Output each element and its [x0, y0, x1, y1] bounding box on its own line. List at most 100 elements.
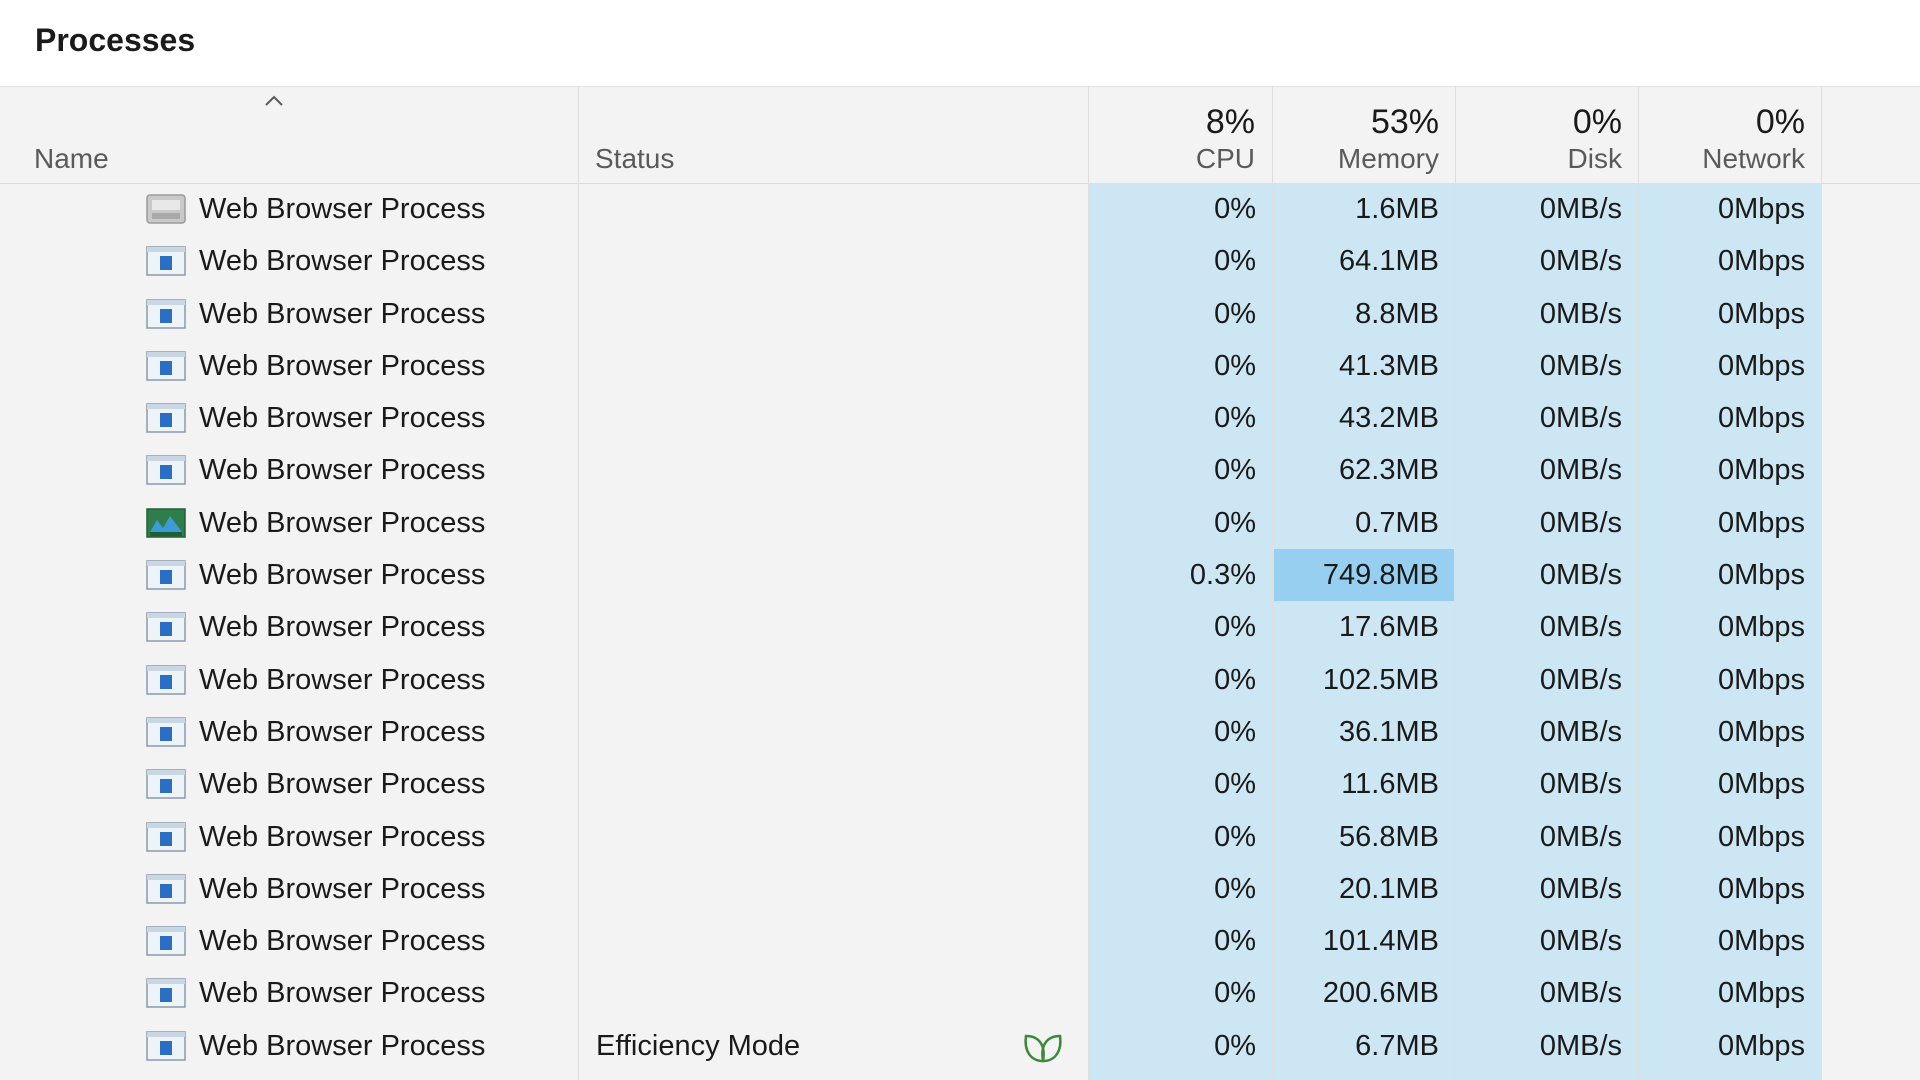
process-name-cell[interactable]: Web Browser Process	[0, 340, 578, 392]
process-network: 0Mbps	[1717, 559, 1805, 592]
process-row[interactable]: Web Browser Process 0% 101.4MB 0MB/s 0Mbps	[0, 915, 1920, 967]
window-process-icon	[146, 821, 186, 852]
process-row[interactable]: Web Browser Process 0% 102.5MB 0MB/s 0Mbps	[0, 654, 1920, 706]
leaf-icon	[1020, 1028, 1066, 1064]
process-name-cell[interactable]: Web Browser Process	[0, 811, 578, 863]
column-header-name[interactable]: Name	[0, 87, 578, 183]
process-name: Web Browser Process	[199, 977, 486, 1010]
window-process-icon	[146, 612, 186, 643]
disk-total-value: 0%	[1572, 103, 1622, 141]
process-list: Web Browser Process 0% 1.6MB 0MB/s 0Mbps Web …	[0, 183, 1920, 1072]
process-name: Web Browser Process	[199, 402, 486, 435]
window-process-icon	[146, 717, 186, 747]
process-row[interactable]: Web Browser Process 0% 17.6MB 0MB/s 0Mbps	[0, 601, 1920, 653]
process-network: 0Mbps	[1717, 506, 1805, 539]
cpu-total-value: 8%	[1205, 103, 1255, 141]
process-name-cell[interactable]: Web Browser Process	[0, 706, 578, 758]
process-name-cell[interactable]: Web Browser Process	[0, 1020, 578, 1072]
gray-process-icon	[146, 194, 186, 224]
process-cpu: 0%	[1214, 611, 1256, 644]
process-row[interactable]: Web Browser Process 0% 41.3MB 0MB/s 0Mbps	[0, 340, 1920, 392]
column-header-name-label: Name	[34, 143, 109, 174]
process-cpu: 0%	[1214, 925, 1256, 958]
process-disk: 0MB/s	[1539, 506, 1622, 539]
process-name: Web Browser Process	[199, 768, 486, 801]
process-network: 0Mbps	[1717, 768, 1805, 801]
process-name: Web Browser Process	[199, 245, 486, 278]
process-row[interactable]: Web Browser Process 0% 36.1MB 0MB/s 0Mbps	[0, 706, 1920, 758]
process-name-cell[interactable]: Web Browser Process	[0, 654, 578, 706]
column-header-cpu[interactable]: 8% CPU	[1089, 87, 1272, 183]
process-name: Web Browser Process	[199, 454, 486, 487]
column-divider[interactable]	[1638, 87, 1639, 1080]
column-header-disk[interactable]: 0% Disk	[1456, 87, 1638, 183]
process-row[interactable]: Web Browser Process 0% 0.7MB 0MB/s 0Mbps	[0, 497, 1920, 549]
process-row[interactable]: Web Browser Process 0% 62.3MB 0MB/s 0Mbps	[0, 444, 1920, 496]
process-row[interactable]: Web Browser Process 0% 43.2MB 0MB/s 0Mbps	[0, 392, 1920, 444]
window-process-icon	[146, 1031, 186, 1061]
page-title: Processes	[35, 22, 196, 58]
column-divider[interactable]	[1455, 87, 1456, 1080]
column-header-status[interactable]: Status	[579, 87, 1088, 183]
process-name: Web Browser Process	[199, 872, 486, 905]
process-name: Web Browser Process	[199, 611, 486, 644]
process-row[interactable]: Web Browser Process 0% 11.6MB 0MB/s 0Mbps	[0, 758, 1920, 810]
process-name-cell[interactable]: Web Browser Process	[0, 183, 578, 235]
process-network: 0Mbps	[1717, 925, 1805, 958]
process-network: 0Mbps	[1717, 454, 1805, 487]
process-memory: 20.1MB	[1339, 872, 1439, 905]
process-name: Web Browser Process	[199, 506, 486, 539]
process-memory: 11.6MB	[1341, 768, 1439, 801]
process-row[interactable]: Web Browser Process 0% 20.1MB 0MB/s 0Mbps	[0, 863, 1920, 915]
process-memory: 200.6MB	[1322, 977, 1439, 1010]
process-name-cell[interactable]: Web Browser Process	[0, 863, 578, 915]
column-divider[interactable]	[578, 87, 579, 1080]
process-name-cell[interactable]: Web Browser Process	[0, 288, 578, 340]
process-cpu: 0%	[1214, 402, 1256, 435]
process-network: 0Mbps	[1717, 715, 1805, 748]
process-network: 0Mbps	[1717, 820, 1805, 853]
process-row[interactable]: Web Browser Process 0% 64.1MB 0MB/s 0Mbps	[0, 235, 1920, 287]
process-disk: 0MB/s	[1539, 768, 1622, 801]
process-cpu: 0%	[1214, 349, 1256, 382]
process-name-cell[interactable]: Web Browser Process	[0, 497, 578, 549]
process-name: Web Browser Process	[199, 1029, 486, 1062]
process-network: 0Mbps	[1717, 297, 1805, 330]
process-row[interactable]: Web Browser Process 0% 200.6MB 0MB/s 0Mbps	[0, 967, 1920, 1019]
process-name: Web Browser Process	[199, 559, 486, 592]
process-row[interactable]: Web Browser Process 0.3% 749.8MB 0MB/s 0Mbps	[0, 549, 1920, 602]
process-row[interactable]: Web Browser Process 0% 1.6MB 0MB/s 0Mbps	[0, 183, 1920, 235]
process-disk: 0MB/s	[1539, 977, 1622, 1010]
process-cpu: 0%	[1214, 454, 1256, 487]
process-memory: 101.4MB	[1322, 925, 1439, 958]
process-network: 0Mbps	[1717, 245, 1805, 278]
column-divider[interactable]	[1821, 87, 1822, 1080]
process-memory: 8.8MB	[1355, 297, 1439, 330]
process-row[interactable]: Web Browser Process 0% 56.8MB 0MB/s 0Mbps	[0, 811, 1920, 863]
process-name-cell[interactable]: Web Browser Process	[0, 967, 578, 1019]
window-process-icon	[146, 978, 186, 1009]
process-cpu: 0%	[1214, 193, 1256, 225]
process-memory: 36.1MB	[1339, 715, 1439, 748]
process-name-cell[interactable]: Web Browser Process	[0, 601, 578, 653]
process-name-cell[interactable]: Web Browser Process	[0, 915, 578, 967]
column-divider[interactable]	[1088, 87, 1089, 1080]
process-row[interactable]: Web Browser Process Efficiency Mode 0% 6.7M…	[0, 1020, 1920, 1072]
process-cpu: 0%	[1214, 663, 1256, 696]
process-cpu: 0%	[1214, 715, 1256, 748]
process-network: 0Mbps	[1717, 349, 1805, 382]
column-divider[interactable]	[1272, 87, 1273, 1080]
chevron-up-icon[interactable]	[262, 92, 286, 110]
process-name-cell[interactable]: Web Browser Process	[0, 758, 578, 810]
process-name-cell[interactable]: Web Browser Process	[0, 444, 578, 496]
window-process-icon	[146, 560, 186, 590]
memory-total-value: 53%	[1370, 103, 1439, 141]
process-name-cell[interactable]: Web Browser Process	[0, 549, 578, 601]
process-name-cell[interactable]: Web Browser Process	[0, 392, 578, 444]
process-name: Web Browser Process	[199, 820, 486, 853]
column-header-memory[interactable]: 53% Memory	[1273, 87, 1455, 183]
column-header-network[interactable]: 0% Network	[1639, 87, 1821, 183]
process-name: Web Browser Process	[199, 349, 486, 382]
process-row[interactable]: Web Browser Process 0% 8.8MB 0MB/s 0Mbps	[0, 288, 1920, 340]
process-name-cell[interactable]: Web Browser Process	[0, 235, 578, 287]
